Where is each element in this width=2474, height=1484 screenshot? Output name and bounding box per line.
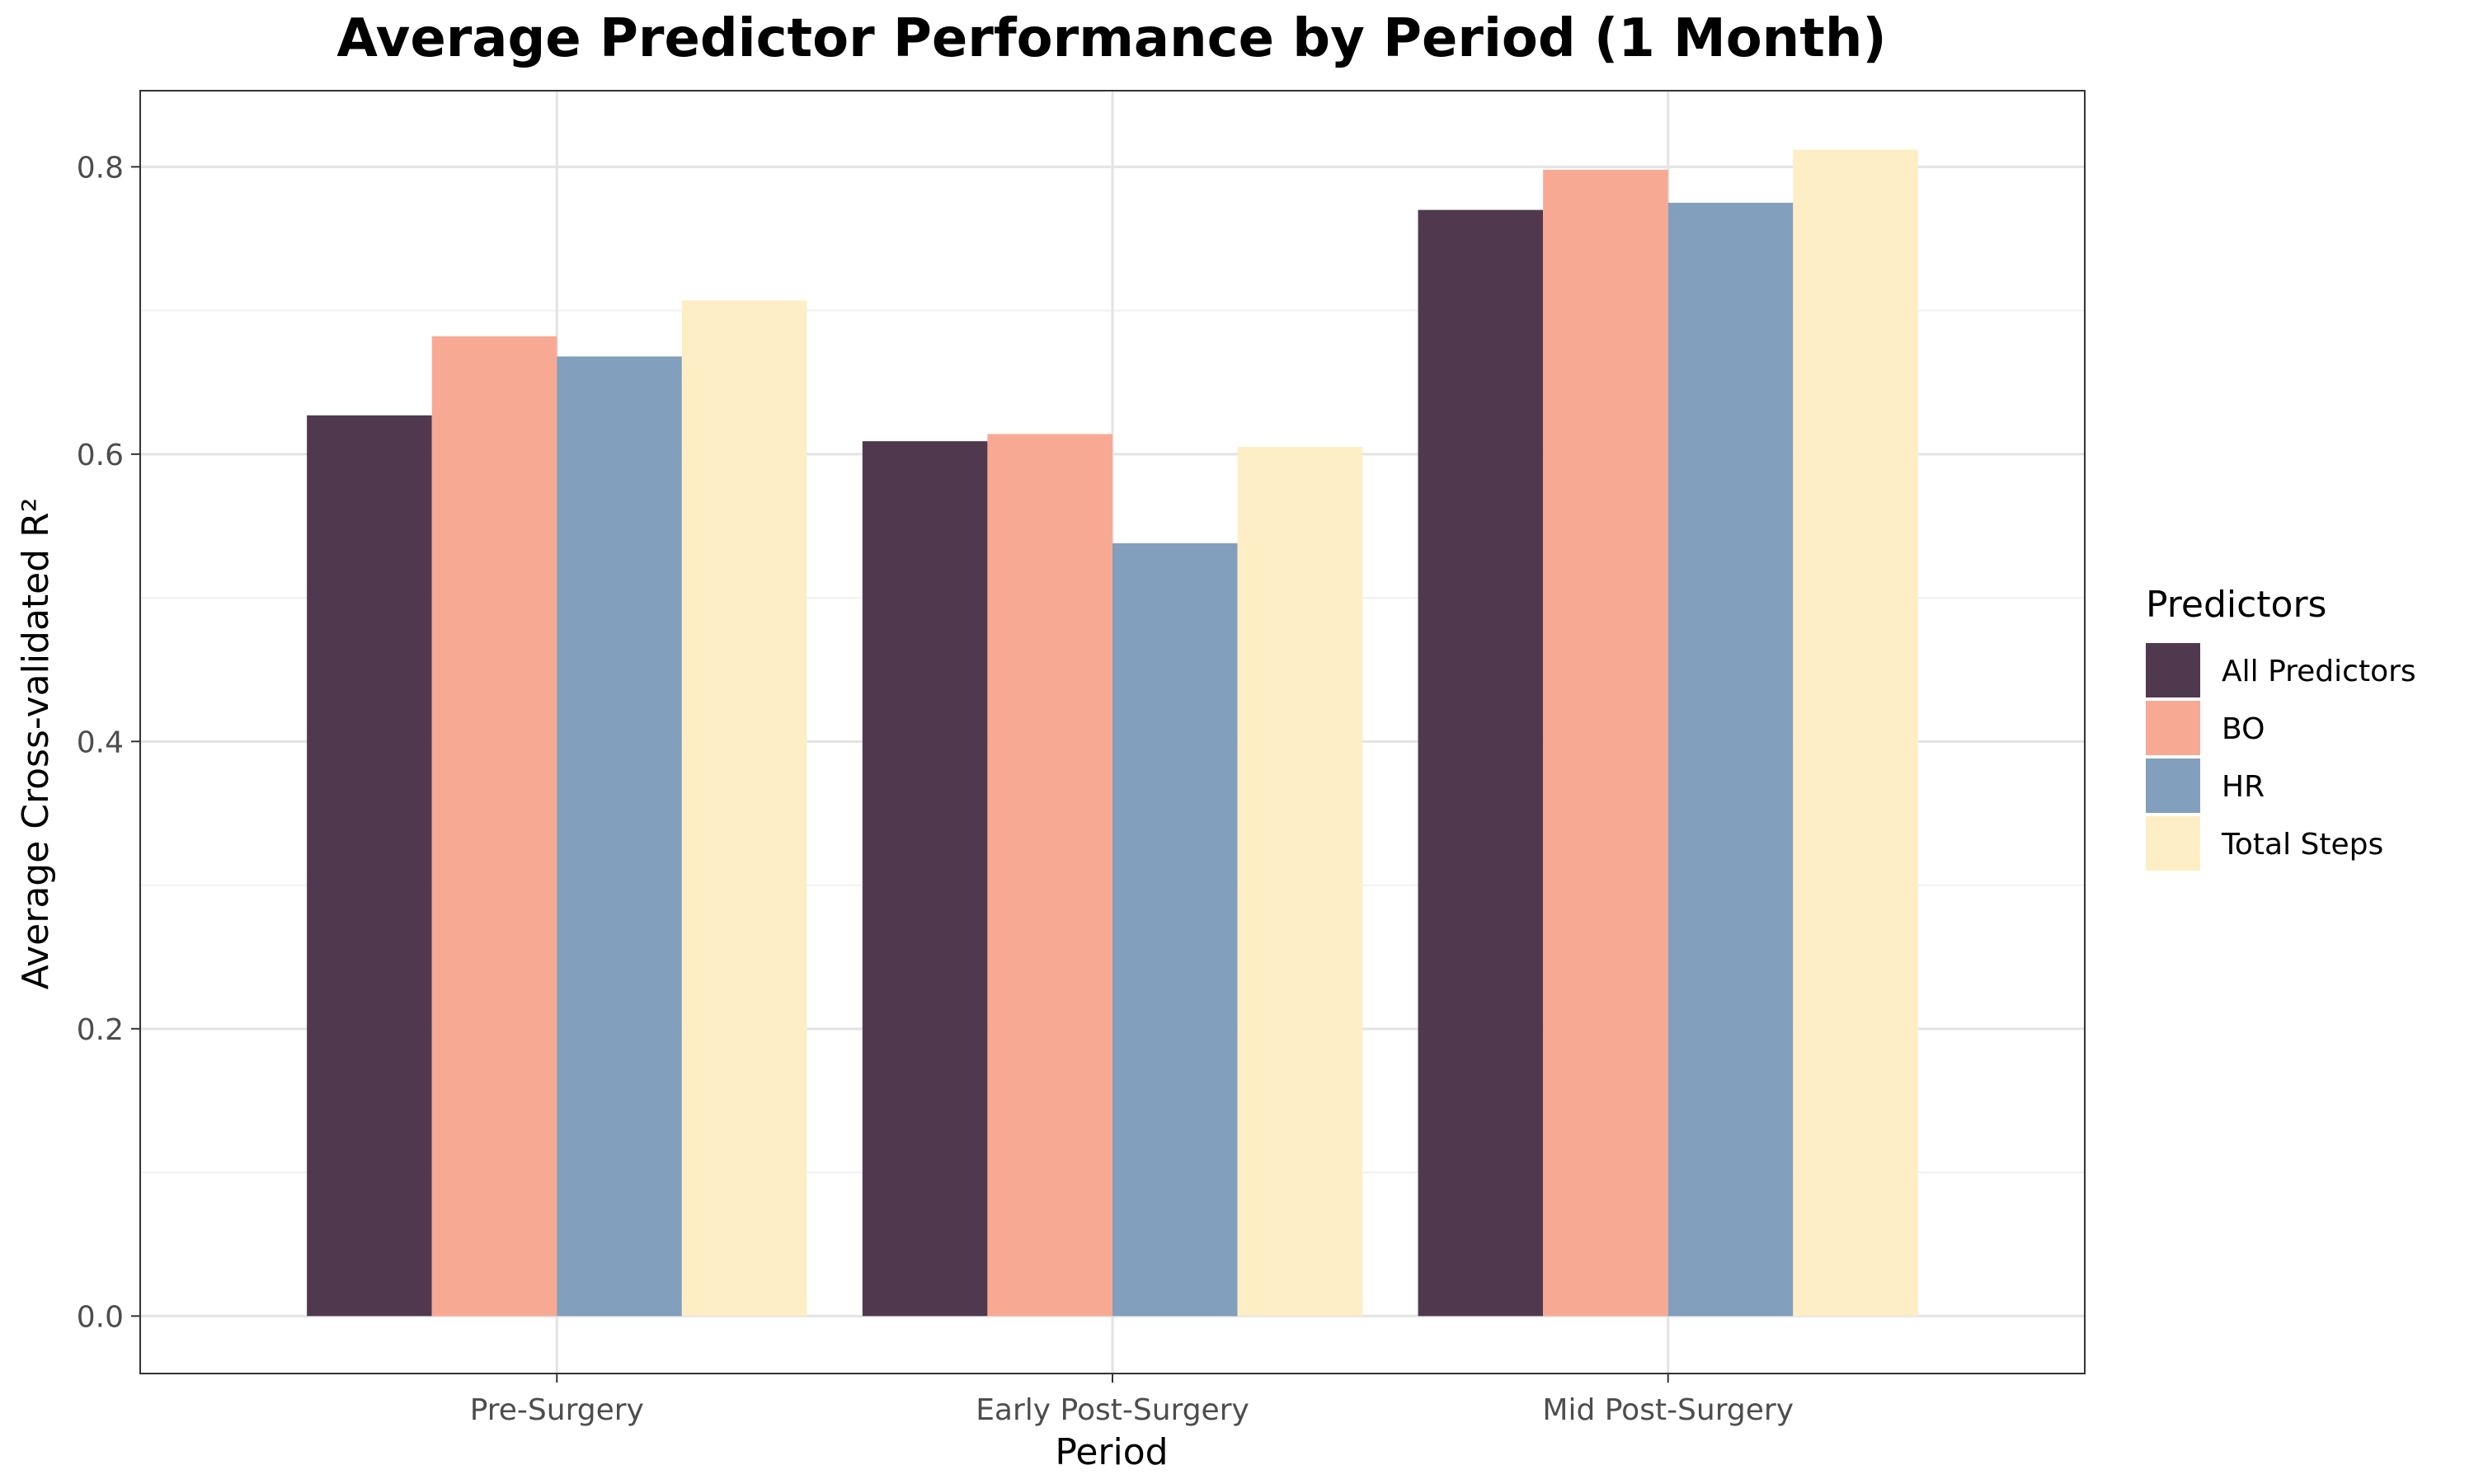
- legend-key: [2146, 643, 2200, 697]
- legend-key: [2146, 701, 2200, 755]
- legend-label: Total Steps: [2221, 828, 2383, 862]
- y-axis-title: Average Cross-validated R²: [15, 498, 57, 990]
- y-tick-label: 0.0: [77, 1300, 124, 1334]
- y-tick-label: 0.6: [77, 439, 124, 472]
- legend-label: BO: [2222, 712, 2265, 746]
- bar: [1418, 209, 1544, 1317]
- legend-key: [2146, 758, 2200, 813]
- legend-label: All Predictors: [2222, 655, 2416, 688]
- bar: [1667, 202, 1794, 1317]
- bar: [307, 415, 432, 1317]
- y-tick-label: 0.8: [77, 151, 124, 185]
- legend-key: [2146, 816, 2200, 871]
- bar: [431, 336, 557, 1317]
- chart-title: Average Predictor Performance by Period …: [336, 8, 1886, 69]
- bar: [862, 441, 988, 1317]
- legend-title: Predictors: [2146, 584, 2326, 626]
- x-axis-title: Period: [1055, 1431, 1168, 1473]
- x-tick-label: Mid Post-Surgery: [1542, 1393, 1794, 1427]
- bar: [681, 300, 807, 1317]
- bar: [1793, 149, 1918, 1317]
- bar: [1237, 447, 1363, 1317]
- y-tick-label: 0.2: [77, 1013, 124, 1047]
- bar: [557, 356, 682, 1317]
- bar: [987, 434, 1112, 1317]
- x-tick-label: Pre-Surgery: [470, 1393, 644, 1427]
- legend: Predictors All Predictors BO HR Total Steps: [2146, 584, 2416, 871]
- bar: [1112, 542, 1238, 1317]
- legend-label: HR: [2222, 770, 2265, 804]
- plot-area: 0.0 0.2 0.4 0.6 0.8 Pre-Surgery Early Post-Sur…: [77, 90, 2086, 1427]
- bar: [1543, 169, 1668, 1317]
- x-tick-label: Early Post-Surgery: [976, 1393, 1249, 1427]
- y-tick-label: 0.4: [77, 726, 124, 759]
